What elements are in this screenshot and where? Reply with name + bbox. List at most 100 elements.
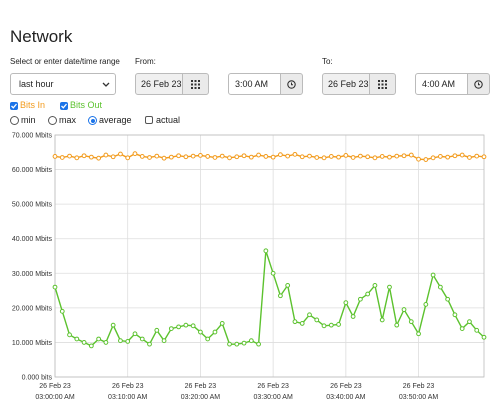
to-clock-button[interactable] <box>467 73 490 95</box>
point <box>118 338 123 344</box>
point <box>328 154 334 159</box>
point <box>147 155 152 160</box>
bits-in-checkbox[interactable] <box>10 102 18 110</box>
max-radio[interactable] <box>48 116 57 125</box>
point <box>52 154 58 159</box>
x-tick-label: 03:20:00 AM <box>181 394 220 401</box>
to-calendar-button[interactable] <box>369 73 396 95</box>
point <box>423 157 429 162</box>
to-date[interactable]: 26 Feb 23 <box>322 73 370 95</box>
point <box>81 340 87 345</box>
chevron <box>102 82 110 87</box>
point <box>67 153 72 159</box>
point <box>139 154 145 159</box>
from-time[interactable]: 3:00 AM <box>228 73 281 95</box>
y-tick-label: 10.000 Mbits <box>12 340 53 347</box>
point <box>139 336 145 342</box>
y-tick-label: 50.000 Mbits <box>12 202 53 209</box>
point <box>67 332 72 338</box>
point <box>212 155 218 160</box>
x-tick-label: 03:50:00 AM <box>399 394 438 401</box>
from-calendar-button[interactable] <box>182 73 209 95</box>
point <box>256 341 261 347</box>
point <box>248 338 254 344</box>
point <box>205 154 211 159</box>
series-line <box>54 250 485 347</box>
point <box>408 152 414 158</box>
point <box>437 284 443 290</box>
point <box>350 155 356 160</box>
point <box>263 154 269 159</box>
point <box>110 154 116 160</box>
point <box>481 334 487 340</box>
x-tick-date: 26 Feb 23 <box>330 383 362 390</box>
to-date-value: 26 Feb 23 <box>328 79 369 89</box>
average-radio[interactable] <box>88 116 97 125</box>
calendar-icon <box>378 79 387 89</box>
point <box>74 336 80 342</box>
y-tick-label: 20.000 Mbits <box>12 305 53 312</box>
clock-icon <box>474 79 483 89</box>
point <box>299 321 305 326</box>
point <box>74 155 80 161</box>
chart: 0.000 bits 10.000 Mbits 20.000 Mbits 30.000… <box>12 133 487 401</box>
point <box>328 322 334 328</box>
to-time[interactable]: 4:00 AM <box>415 73 468 95</box>
from-label: From: <box>135 57 156 66</box>
x-tick-date: 26 Feb 23 <box>112 383 144 390</box>
point <box>212 329 218 335</box>
preset-select[interactable]: last hour <box>10 73 116 95</box>
point <box>314 155 320 160</box>
point <box>88 154 94 160</box>
point <box>430 155 436 161</box>
point <box>81 153 87 159</box>
point <box>379 317 385 323</box>
y-tick-label: 30.000 Mbits <box>12 271 53 278</box>
point <box>467 319 472 325</box>
from-date[interactable]: 26 Feb 23 <box>135 73 183 95</box>
point <box>219 153 225 159</box>
point <box>161 155 167 161</box>
point <box>161 338 167 344</box>
point <box>270 154 276 160</box>
x-tick-date: 26 Feb 23 <box>185 383 217 390</box>
point <box>132 331 138 337</box>
min-label[interactable]: min <box>21 115 36 125</box>
min-radio[interactable] <box>10 116 19 125</box>
x-tick-label: 03:00:00 AM <box>35 394 74 401</box>
average-label[interactable]: average <box>99 115 132 125</box>
point <box>299 154 305 160</box>
point <box>445 154 451 160</box>
x-tick-label: 03:40:00 AM <box>326 394 365 401</box>
point <box>168 154 174 160</box>
bits-out-label[interactable]: Bits Out <box>70 100 103 110</box>
from-time-value: 3:00 AM <box>235 79 269 89</box>
actual-label[interactable]: actual <box>156 115 181 125</box>
bits-out-checkbox[interactable] <box>60 102 68 110</box>
actual-checkbox[interactable] <box>145 116 153 124</box>
point <box>176 324 182 330</box>
point <box>96 155 102 161</box>
point <box>467 155 472 160</box>
y-tick-label: 40.000 Mbits <box>12 236 53 243</box>
point <box>379 154 385 159</box>
point <box>190 153 196 159</box>
point <box>292 151 298 157</box>
point <box>52 284 58 290</box>
point <box>205 336 211 342</box>
point <box>241 340 247 346</box>
point <box>270 270 276 276</box>
point <box>285 153 291 159</box>
point <box>227 155 232 161</box>
clock-icon <box>287 79 296 89</box>
max-label[interactable]: max <box>59 115 77 125</box>
point <box>401 307 407 312</box>
point <box>481 154 487 160</box>
bits-in-label[interactable]: Bits In <box>20 100 46 110</box>
from-date-value: 26 Feb 23 <box>141 79 182 89</box>
point <box>365 291 371 297</box>
point <box>248 154 254 160</box>
from-clock-button[interactable] <box>280 73 303 95</box>
point <box>118 151 123 157</box>
point <box>321 323 327 329</box>
